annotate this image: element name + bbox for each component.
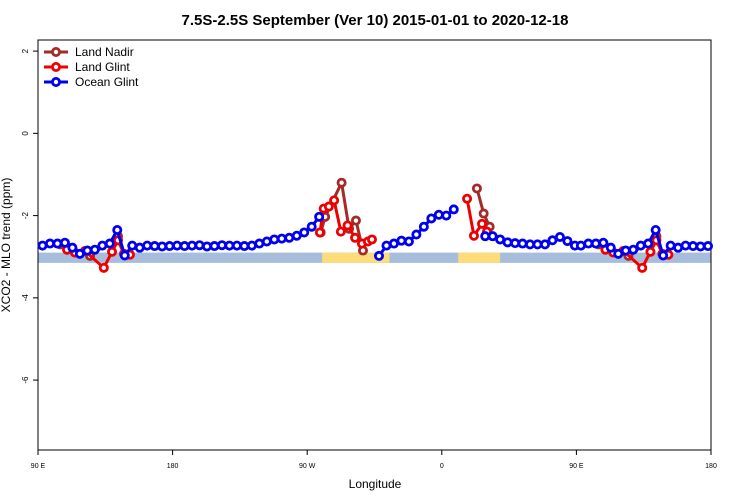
data-point <box>306 221 317 232</box>
x-tick-label: 180 <box>705 463 717 470</box>
data-point <box>411 229 422 240</box>
data-point <box>620 245 631 256</box>
data-point <box>269 234 280 245</box>
data-point <box>59 237 70 248</box>
data-point <box>426 213 437 224</box>
data-point <box>478 208 489 219</box>
data-point <box>373 250 384 261</box>
x-tick-label: 90 E <box>31 463 46 470</box>
data-point <box>209 241 220 252</box>
data-point <box>323 201 334 212</box>
data-point <box>194 240 205 251</box>
data-point <box>628 244 639 255</box>
data-point <box>396 235 407 246</box>
data-point <box>517 238 528 249</box>
x-tick-label: 0 <box>440 463 444 470</box>
surface-band <box>458 252 501 263</box>
data-point <box>291 230 302 241</box>
data-point <box>350 232 361 243</box>
data-point <box>314 211 325 222</box>
data-point <box>74 248 85 259</box>
data-point <box>658 250 669 261</box>
data-point <box>67 242 78 253</box>
y-tick-label: -6 <box>21 376 30 384</box>
data-point <box>590 238 601 249</box>
data-point <box>547 235 558 246</box>
data-point <box>448 204 459 215</box>
data-point <box>82 245 93 256</box>
legend-marker <box>51 47 62 58</box>
data-point <box>403 236 414 247</box>
legend-label: Land Nadir <box>75 45 134 59</box>
data-point <box>650 224 661 235</box>
data-point <box>299 227 310 238</box>
data-point <box>703 241 714 252</box>
data-point <box>104 238 115 249</box>
data-point <box>276 233 287 244</box>
legend-label: Land Glint <box>75 60 130 74</box>
data-point <box>562 236 573 247</box>
data-point <box>605 242 616 253</box>
data-point <box>643 238 654 249</box>
x-tick-label: 90 E <box>569 463 584 470</box>
y-tick-label: 2 <box>21 48 30 53</box>
chart-title: 7.5S-2.5S September (Ver 10) 2015-01-01 … <box>182 12 569 29</box>
y-tick-label: -4 <box>21 294 30 302</box>
data-point <box>366 234 377 245</box>
data-point <box>314 227 325 238</box>
data-point <box>335 226 346 237</box>
data-point <box>645 246 656 257</box>
data-point <box>477 218 488 229</box>
legend-marker <box>51 62 62 73</box>
data-point <box>471 183 482 194</box>
data-point <box>342 220 353 231</box>
data-point <box>112 224 123 235</box>
x-axis-label: Longitude <box>349 477 402 491</box>
data-point <box>487 231 498 242</box>
data-point <box>107 246 118 257</box>
data-point <box>329 195 340 206</box>
data-point <box>598 237 609 248</box>
x-tick-label: 90 W <box>299 463 316 470</box>
data-point <box>52 238 63 249</box>
data-point <box>418 221 429 232</box>
surface-band <box>322 252 390 263</box>
data-point <box>613 248 624 259</box>
data-point <box>539 239 550 250</box>
data-point <box>98 262 109 273</box>
data-point <box>433 209 444 220</box>
x-tick-label: 180 <box>167 463 179 470</box>
data-point <box>89 244 100 255</box>
data-point <box>554 231 565 242</box>
data-point <box>336 177 347 188</box>
data-point <box>468 230 479 241</box>
data-point <box>441 210 452 221</box>
legend-marker <box>51 77 62 88</box>
legend-label: Ocean Glint <box>75 75 139 89</box>
data-point <box>350 215 361 226</box>
data-point <box>637 262 648 273</box>
data-point <box>502 237 513 248</box>
data-point <box>462 193 473 204</box>
y-tick-label: 0 <box>21 131 30 136</box>
y-axis-label: XCO2 - MLO trend (ppm) <box>0 178 13 313</box>
data-point <box>119 250 130 261</box>
y-tick-label: -2 <box>21 211 30 219</box>
